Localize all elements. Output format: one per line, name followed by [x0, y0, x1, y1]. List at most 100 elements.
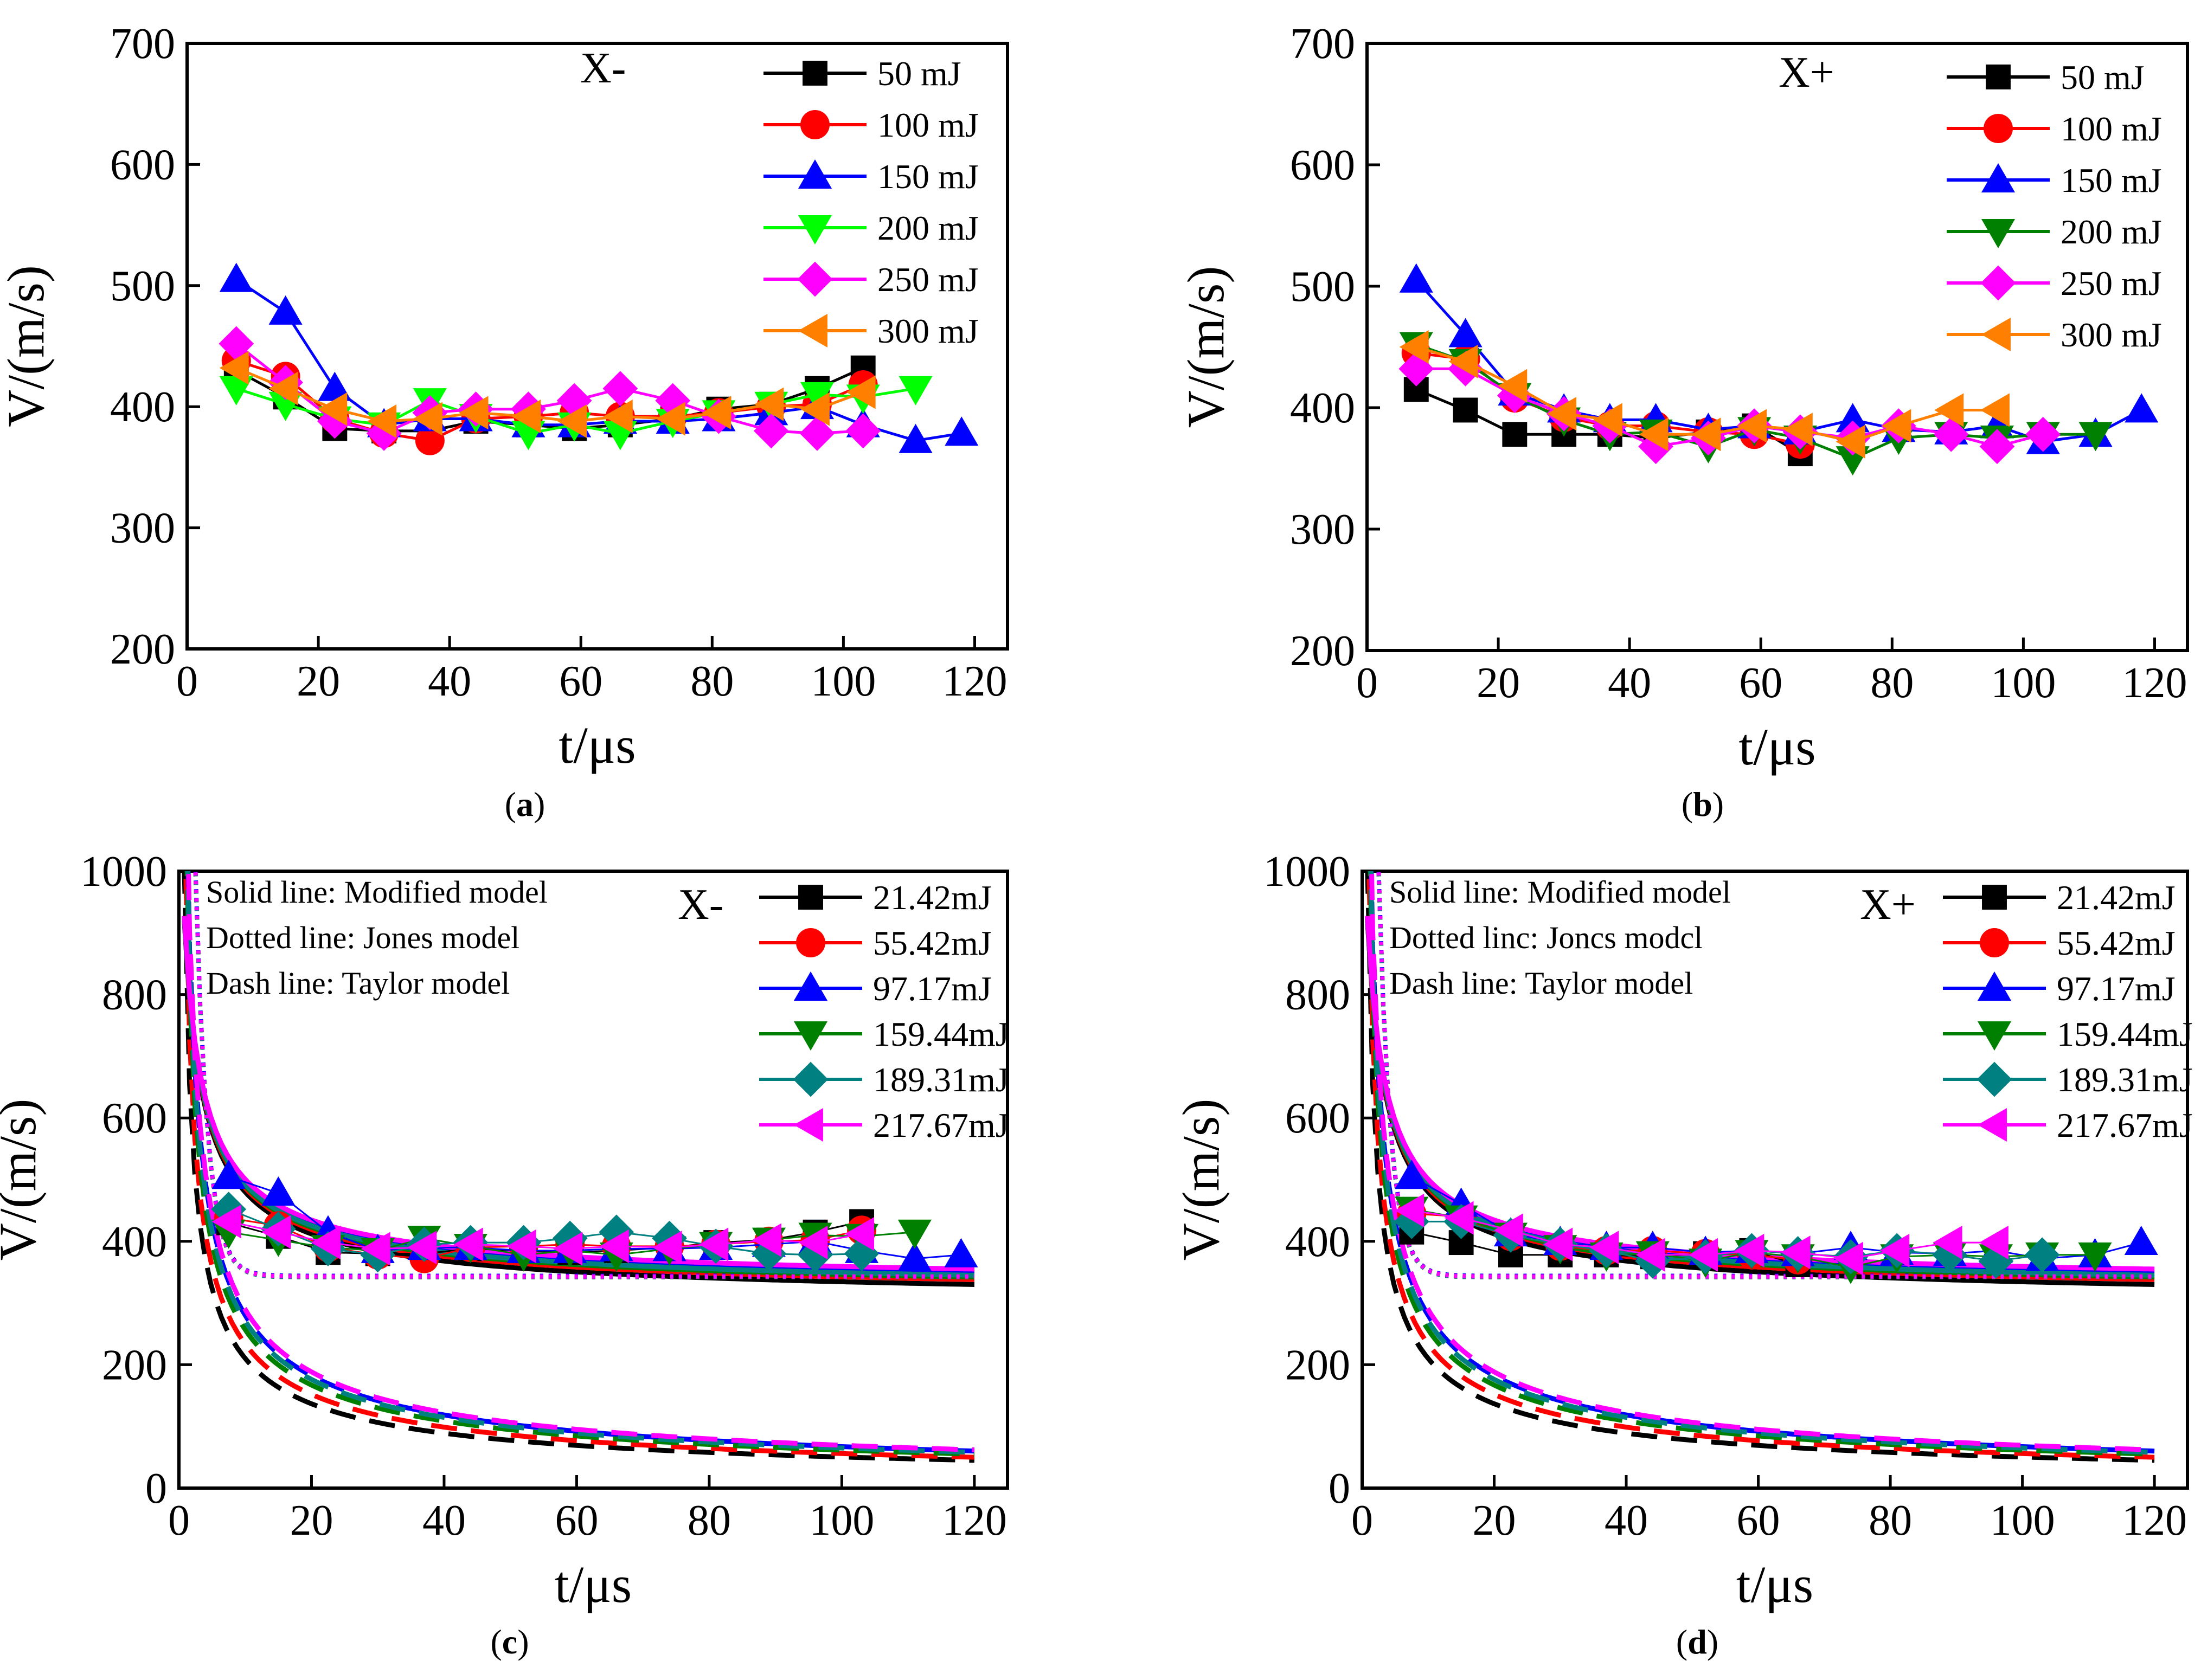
x-tick-label: 80	[690, 658, 734, 705]
plot-frame	[1362, 871, 2187, 1488]
y-axis-title: V/(m/s)	[0, 1099, 47, 1261]
y-tick-label: 1000	[1263, 848, 1350, 896]
caption-open: (	[505, 785, 516, 823]
y-tick-label: 200	[102, 1341, 167, 1389]
legend-label: 97.17mJ	[873, 969, 992, 1008]
x-axis-title: t/μs	[559, 716, 636, 774]
legend-marker	[798, 215, 832, 244]
legend-label: 200 mJ	[2061, 213, 2162, 251]
y-axis-title: V/(m/s)	[1177, 266, 1235, 428]
legend-marker	[1981, 219, 2015, 248]
data-point	[261, 1176, 295, 1206]
y-tick-label: 800	[102, 971, 167, 1019]
model-note: Solid line: Modified model	[206, 874, 548, 910]
data-point	[269, 295, 303, 325]
taylor-curve-3	[1368, 661, 2154, 1451]
x-tick-label: 40	[422, 1497, 466, 1544]
plot-area	[1398, 263, 2158, 475]
legend-marker	[798, 314, 827, 347]
y-tick-label: 400	[110, 383, 175, 431]
legend-marker	[1984, 114, 2013, 143]
y-tick-label: 800	[1285, 971, 1350, 1019]
figure: 0 20 40 60 80 100 120200300400500600700t/μsV/(…	[0, 0, 2201, 1680]
legend-label: 250 mJ	[877, 260, 979, 299]
panel-tag: X-	[580, 44, 626, 92]
x-tick-label: 40	[1605, 1497, 1648, 1544]
legend-label: 300 mJ	[2061, 316, 2162, 354]
panel-caption: (d)	[1676, 1623, 1718, 1661]
legend-label: 217.67mJ	[2057, 1106, 2193, 1144]
taylor-curve-5	[1368, 688, 2154, 1452]
legend-marker	[794, 1108, 823, 1142]
series-line	[1416, 280, 2142, 442]
caption-close: )	[1707, 1623, 1718, 1661]
x-tick-label: 100	[809, 1497, 874, 1544]
x-tick-label: 120	[942, 658, 1007, 705]
legend-marker	[1986, 65, 2011, 89]
x-tick-label: 60	[559, 658, 602, 705]
x-tick-label: 0	[168, 1497, 190, 1544]
legend-marker	[1978, 1108, 2007, 1142]
taylor-curve-4	[184, 730, 974, 1454]
y-axis-title: V/(m/s)	[1172, 1099, 1230, 1261]
caption-open: (	[1682, 785, 1693, 823]
x-tick-label: 20	[290, 1497, 333, 1544]
legend-label: 50 mJ	[2061, 58, 2145, 96]
x-tick-label: 80	[688, 1497, 731, 1544]
panel-tag: X-	[678, 881, 723, 929]
legend-label: 50 mJ	[877, 54, 961, 93]
legend-marker	[798, 262, 833, 297]
caption-letter: c	[502, 1623, 517, 1661]
x-tick-label: 60	[555, 1497, 598, 1544]
taylor-curve-4	[1368, 730, 2154, 1454]
legend-label: 159.44mJ	[2057, 1015, 2193, 1053]
x-tick-label: 60	[1739, 659, 1782, 707]
legend-label: 55.42mJ	[873, 924, 992, 962]
y-tick-label: 400	[102, 1218, 167, 1266]
caption-letter: b	[1693, 785, 1712, 823]
x-tick-label: 0	[1351, 1497, 1373, 1544]
model-note: Dash line: Taylor model	[1389, 965, 1693, 1001]
legend-marker	[796, 928, 825, 957]
plot-area	[219, 263, 978, 455]
data-point	[220, 263, 253, 292]
x-tick-label: 120	[942, 1497, 1007, 1544]
legend-marker	[798, 159, 832, 189]
y-tick-label: 300	[110, 505, 175, 552]
x-tick-label: 120	[2122, 659, 2187, 707]
legend-label: 250 mJ	[2061, 264, 2162, 302]
y-tick-label: 300	[1290, 506, 1355, 553]
caption-open: (	[490, 1623, 502, 1661]
y-tick-label: 500	[1290, 263, 1355, 311]
legend-marker	[1978, 971, 2011, 1001]
data-point	[945, 416, 978, 446]
panel-tag: X+	[1779, 49, 1834, 96]
y-tick-label: 400	[1290, 384, 1355, 432]
x-tick-label: 60	[1737, 1497, 1780, 1544]
panel-c: 0 20 40 60 80 100 12002004006008001000t/μsV/(m…	[0, 247, 1009, 1661]
legend-label: 200 mJ	[877, 209, 979, 247]
x-tick-label: 0	[1356, 659, 1378, 707]
model-note: Solid line: Modified model	[1389, 874, 1731, 910]
legend-marker	[1980, 928, 2009, 957]
y-tick-label: 700	[1290, 20, 1355, 68]
data-point	[898, 1220, 932, 1249]
legend-label: 300 mJ	[877, 312, 979, 350]
taylor-curve-5	[184, 688, 974, 1452]
legend: 21.42mJ55.42mJ97.17mJ159.44mJ189.31mJ217…	[759, 878, 1009, 1144]
legend-marker	[793, 1062, 829, 1097]
caption-close: )	[517, 1623, 529, 1661]
x-tick-label: 40	[428, 658, 471, 705]
legend-marker	[794, 971, 827, 1001]
series-5	[219, 326, 881, 451]
x-tick-label: 20	[297, 658, 340, 705]
panel-caption: (b)	[1682, 785, 1724, 823]
plot-frame	[179, 871, 1008, 1488]
legend-marker	[1977, 1062, 2012, 1097]
y-tick-label: 500	[110, 262, 175, 310]
series-6	[1400, 330, 2010, 459]
panel-caption: (c)	[490, 1623, 529, 1661]
caption-close: )	[534, 785, 545, 823]
legend-label: 150 mJ	[2061, 161, 2162, 199]
legend-label: 21.42mJ	[873, 878, 992, 917]
